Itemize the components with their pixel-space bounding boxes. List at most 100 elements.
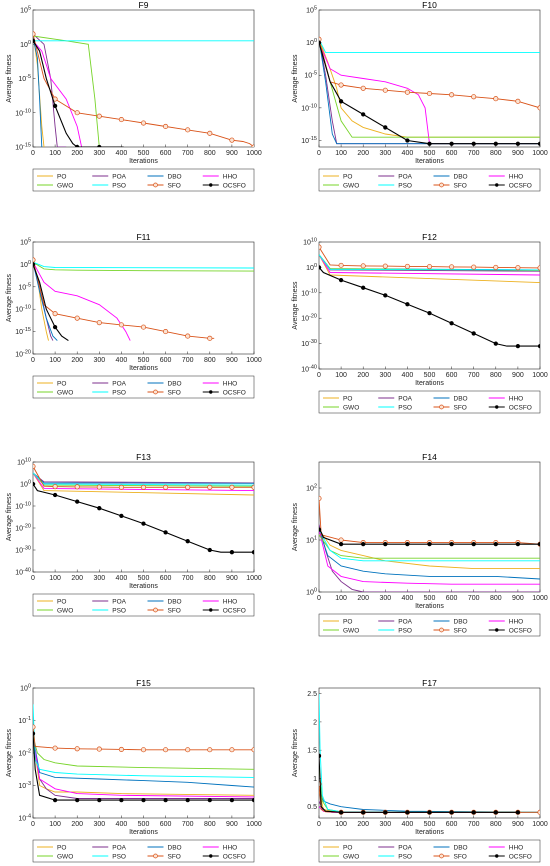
- series-marker-sfo: [207, 335, 213, 341]
- x-tick-label: 200: [71, 821, 83, 828]
- series-marker-ocsfo: [52, 324, 58, 330]
- x-tick-label: 700: [468, 372, 480, 379]
- x-tick-label: 100: [335, 821, 347, 828]
- x-axis-label: Iterations: [415, 158, 444, 165]
- series-marker-sfo: [493, 264, 499, 270]
- series-group: [319, 244, 540, 349]
- legend-label: GWO: [57, 854, 73, 861]
- legend: PO POA DBO HHO GWO PSO SFO OCSFO: [32, 168, 255, 192]
- legend-label: SFO: [168, 183, 181, 190]
- x-tick-label: 1000: [246, 150, 262, 157]
- legend-label: DBO: [168, 845, 182, 852]
- legend-label: POA: [398, 174, 412, 181]
- x-tick-label: 200: [71, 150, 83, 157]
- series-line-pso: [319, 529, 540, 562]
- legend-label: OCSFO: [223, 854, 246, 861]
- legend-label: GWO: [57, 390, 73, 397]
- legend-label: POA: [112, 599, 126, 606]
- series-marker-sfo: [185, 127, 191, 133]
- series-marker-ocsfo: [449, 141, 454, 146]
- series-line-dbo: [33, 37, 43, 147]
- legend-label: GWO: [343, 405, 359, 412]
- legend-label: GWO: [343, 183, 359, 190]
- series-line-pso: [33, 472, 254, 486]
- series-marker-sfo: [140, 484, 147, 490]
- series-marker-ocsfo: [449, 542, 454, 547]
- series-marker-ocsfo: [427, 310, 432, 316]
- series-line-hho: [33, 736, 254, 798]
- x-tick-label: 300: [379, 150, 391, 157]
- x-tick-label: 600: [160, 821, 172, 828]
- series-marker-ocsfo: [251, 550, 254, 555]
- series-marker-ocsfo: [185, 797, 190, 803]
- series-line-sfo: [33, 726, 254, 751]
- series-marker-ocsfo: [471, 331, 476, 336]
- series-marker-ocsfo: [493, 141, 498, 146]
- series-marker-ocsfo: [207, 547, 212, 553]
- legend-marker-ocsfo: [209, 183, 213, 187]
- plot-frame: [318, 9, 541, 148]
- x-tick-label: 700: [468, 150, 480, 157]
- x-tick-label: 200: [71, 357, 83, 364]
- y-tick-label: 10-5: [304, 71, 317, 80]
- series-marker-ocsfo: [383, 542, 388, 547]
- legend-marker-sfo: [153, 389, 158, 395]
- x-tick-label: 800: [490, 150, 502, 157]
- legend-label: DBO: [454, 396, 468, 403]
- series-line-dbo: [33, 262, 58, 341]
- x-axis-label: Iterations: [129, 365, 158, 372]
- series-marker-ocsfo: [119, 797, 124, 803]
- series-marker-ocsfo: [185, 539, 190, 544]
- y-tick-label: 100: [20, 260, 31, 269]
- series-line-hho: [319, 42, 430, 144]
- series-line-dbo: [319, 529, 540, 580]
- x-tick-label: 200: [357, 595, 369, 602]
- y-tick-label: 1010: [17, 458, 31, 467]
- legend-label: POA: [112, 381, 126, 388]
- series-marker-ocsfo: [141, 521, 146, 526]
- series-group: [33, 257, 254, 342]
- chart-panel-f15: F15 0 100 200 300 400 500 600 700 800 900 1000 100 10…: [6, 678, 262, 863]
- x-tick-label: 300: [93, 821, 105, 828]
- legend-marker-sfo: [153, 853, 158, 859]
- legend-marker-ocsfo: [209, 390, 213, 394]
- y-tick-label: 10-3: [18, 781, 31, 790]
- x-tick-label: 200: [357, 150, 369, 157]
- series-marker-sfo: [118, 322, 124, 328]
- legend: PO POA DBO HHO GWO PSO SFO OCSFO: [318, 839, 541, 863]
- series-marker-ocsfo: [361, 112, 366, 117]
- series-line-gwo: [319, 534, 540, 559]
- series-marker-sfo: [33, 724, 36, 730]
- legend-label: HHO: [223, 174, 237, 181]
- legend-label: PO: [343, 845, 352, 852]
- y-tick-label: 2.5: [307, 691, 317, 698]
- legend-label: POA: [112, 845, 126, 852]
- legend-label: PO: [57, 845, 66, 852]
- x-tick-label: 100: [49, 357, 61, 364]
- plot-frame: [32, 241, 255, 355]
- y-tick-label: 105: [306, 6, 317, 15]
- y-tick-label: 100: [20, 40, 31, 49]
- series-line-po: [319, 39, 540, 138]
- chart-panel-f17: F17 0 100 200 300 400 500 600 700 800 900 1000 2.5 2 1…: [292, 678, 548, 863]
- x-tick-label: 700: [182, 357, 194, 364]
- series-marker-sfo: [33, 463, 36, 469]
- legend-label: POA: [398, 396, 412, 403]
- x-axis-label: Iterations: [129, 583, 158, 590]
- legend-label: SFO: [454, 628, 467, 635]
- x-tick-label: 500: [424, 372, 436, 379]
- x-tick-label: 500: [424, 595, 436, 602]
- series-marker-ocsfo: [319, 40, 322, 45]
- x-tick-label: 600: [446, 372, 458, 379]
- x-tick-label: 900: [512, 821, 524, 828]
- series-line-dbo: [319, 789, 540, 813]
- series-marker-ocsfo: [119, 513, 124, 519]
- series-marker-ocsfo: [515, 542, 521, 547]
- chart-panel-f11: F11 0 100 200 300 400 500 600 700 800 900 1000 105 10…: [6, 232, 262, 399]
- y-tick-label: 10-15: [15, 327, 31, 336]
- legend-marker-sfo: [439, 404, 444, 410]
- series-marker-ocsfo: [338, 542, 344, 547]
- series-marker-sfo: [493, 96, 499, 102]
- series-marker-sfo: [404, 263, 410, 269]
- x-axis-label: Iterations: [415, 380, 444, 387]
